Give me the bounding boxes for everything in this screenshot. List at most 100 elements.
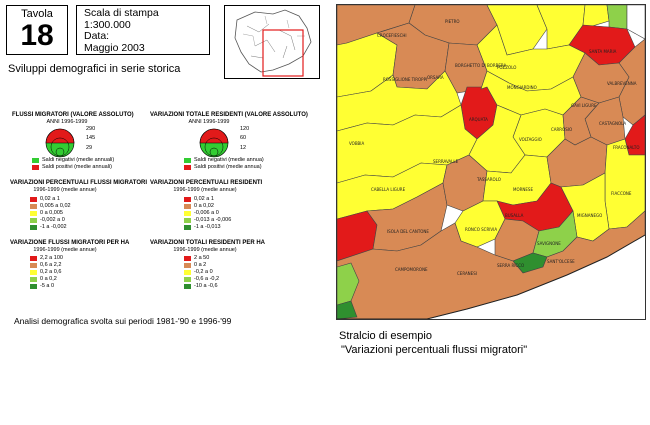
tavola-box: Tavola 18 [6, 5, 68, 55]
map-label: CASTAGNOLA [599, 121, 626, 126]
legend-residenti-ha-item: -0,6 a -0,2 [194, 276, 220, 282]
map-label: POZZOLO [497, 65, 516, 70]
map-svg: PIETRO ROSSIGLIONE TIROPPI ORSARA POZZOL… [337, 5, 645, 319]
legend-residenti-assoluto-title: VARIAZIONI TOTALE RESIDENTI (VALORE ASSO… [150, 112, 308, 118]
legend-residenti-ha-item: -0,2 a 0 [194, 269, 213, 275]
legend-residenti-perc-period: 1996-1999 (medie annue) [173, 187, 237, 193]
map-label: ORSARA [427, 75, 444, 80]
tavola-number: 18 [20, 19, 54, 52]
legend-flussi-perc-item: 0,005 a 0,02 [40, 203, 71, 209]
map-label: MORNESE [513, 187, 533, 192]
map-label: BORGHETTO DI BORBERA [455, 63, 506, 68]
map-label: ROSSIGLIONE TIROPPI [383, 77, 427, 82]
legend-residenti-ha-item: 0 a 2 [194, 262, 207, 268]
legend-flussi-perc-item: 0 a 0,005 [40, 210, 63, 216]
map-label: FRACONALTO [613, 145, 640, 150]
map-label: CABELLA LIGURE [371, 187, 406, 192]
legend-swatch [184, 158, 191, 163]
scale-label: Scala di stampa [84, 7, 159, 19]
legend-swatch [30, 284, 37, 289]
map-label: VALBREVENNA [607, 81, 637, 86]
map-label: PIETRO [445, 19, 460, 24]
legend-flussi-ha-item: 0 a 0,2 [40, 276, 57, 282]
legend-flussi-circles [45, 128, 75, 158]
choropleth-map: PIETRO ROSSIGLIONE TIROPPI ORSARA POZZOL… [336, 4, 646, 320]
legend-flussi-ha-period: 1996-1999 (medie annue) [33, 247, 97, 253]
legend-swatch [184, 165, 191, 170]
legend-swatch [30, 225, 37, 230]
legend-flussi-value-3: 29 [86, 145, 93, 151]
map-label: RONCO SCRIVIA [465, 227, 497, 232]
legend-swatch [30, 204, 37, 209]
locator-map [224, 5, 320, 79]
legend-residenti-perc-item: -1 a -0,013 [194, 224, 221, 230]
legend-swatch [30, 270, 37, 275]
tavola-label: Tavola [21, 8, 53, 20]
map-label: SANT'OLCESE [547, 259, 575, 264]
map-label: ARQUATA [469, 117, 488, 122]
legend-flussi-ha-item: 2,2 a 100 [40, 255, 63, 261]
legend-residenti-perc-item: -0,006 a 0 [194, 210, 219, 216]
map-label: CARROSIO [551, 127, 572, 132]
legend-flussi-assoluto-period: ANNI 1996-1999 [46, 119, 88, 125]
legend-residenti-perc-item: 0,02 a 1 [194, 196, 214, 202]
map-label: SANTA MARIA [589, 49, 617, 54]
legend-swatch [184, 211, 191, 216]
map-label: VOBBIA [349, 141, 364, 146]
caption-subtitle: "Variazioni percentuali flussi migratori… [341, 344, 528, 356]
map-label: GAVI LIGURE [571, 103, 597, 108]
legend-flussi-ha-title: VARIAZIONE FLUSSI MIGRATORI PER HA [10, 240, 130, 246]
legend-flussi-ha-item: -5 a 0 [40, 283, 55, 289]
legend-flussi-perc-item: 0,02 a 1 [40, 196, 60, 202]
legend-residenti-perc-item: -0,013 a -0,006 [194, 217, 232, 223]
legend-swatch [184, 197, 191, 202]
map-label: VOLTAGGIO [519, 137, 542, 142]
legend-residenti-value-3: 12 [240, 145, 247, 151]
map-label: CAMPOMORONE [395, 267, 428, 272]
legend-residenti-ha-item: 2 a 50 [194, 255, 210, 261]
locator-highlight [262, 29, 304, 77]
map-label: FIACCONE [611, 191, 632, 196]
legend-swatch [184, 256, 191, 261]
legend-flussi-assoluto-title: FLUSSI MIGRATORI (VALORE ASSOLUTO) [12, 112, 134, 118]
map-label: SAVIGNONE [537, 241, 561, 246]
map-label: SERRAVALLE [433, 159, 459, 164]
legend-swatch [184, 204, 191, 209]
legend-swatch [30, 197, 37, 202]
date-label: Data: [84, 30, 110, 42]
legend-residenti-item-1: Saldi negativi (medie annua) [194, 157, 264, 163]
legend-residenti-circles [199, 128, 229, 158]
legend-swatch [184, 263, 191, 268]
map-label: MIGNANEGO [577, 213, 602, 218]
legend-swatch [30, 277, 37, 282]
legend-residenti-value-1: 120 [240, 126, 250, 132]
legend-swatch [30, 218, 37, 223]
map-label: SERRA RICCO [497, 263, 524, 268]
date-value: Maggio 2003 [84, 41, 145, 54]
legend-residenti-value-2: 60 [240, 135, 247, 141]
legend-flussi-perc-item: -0,002 a 0 [40, 217, 65, 223]
legend-flussi-item-2: Saldi positivi (medie annuali) [42, 164, 113, 170]
legend-swatch [32, 158, 39, 163]
legend-flussi-item-1: Saldi negativi (medie annuali) [42, 157, 115, 163]
legend-residenti-assoluto-period: ANNI 1996-1999 [188, 119, 230, 125]
legend-residenti-item-2: Saldi positivi (medie annua) [194, 164, 262, 170]
scale-value: 1:300.000 [84, 18, 131, 31]
legend-flussi-ha-item: 0,2 a 0,6 [40, 269, 62, 275]
legend-residenti-ha-item: -10 a -0,6 [194, 283, 218, 289]
legend-swatch [184, 277, 191, 282]
legend-flussi-value-2: 145 [86, 135, 96, 141]
legend-swatch [32, 165, 39, 170]
legend-swatch [30, 256, 37, 261]
legend-residenti-ha-period: 1996-1999 (medie annue) [173, 247, 237, 253]
legend-flussi-perc-period: 1996-1999 (medie annue) [33, 187, 97, 193]
map-label: CROCEFIESCHI [377, 33, 407, 38]
legend-swatch [184, 270, 191, 275]
legend-swatch [184, 225, 191, 230]
legend-flussi-value-1: 290 [86, 126, 96, 132]
legend-residenti-perc-title: VARIAZIONI PERCENTUALI RESIDENTI [150, 180, 263, 186]
map-label: CERANESI [457, 271, 477, 276]
legend-flussi-ha-item: 0,6 a 2,2 [40, 262, 62, 268]
legend-swatch [30, 211, 37, 216]
page-subtitle: Sviluppi demografici in serie storica [8, 63, 181, 75]
